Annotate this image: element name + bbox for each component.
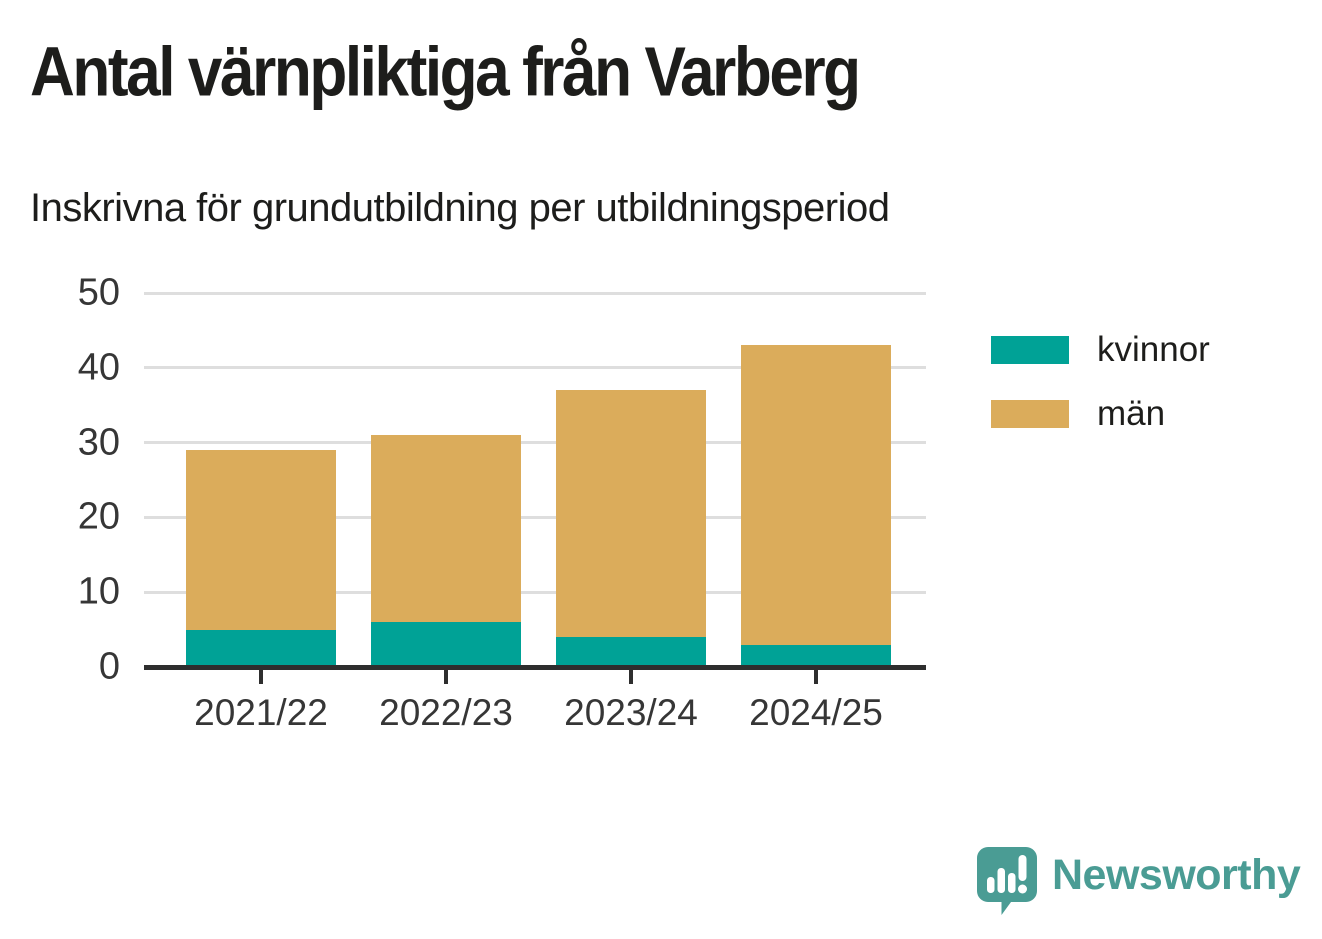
legend-label-kvinnor: kvinnor [1097, 330, 1210, 369]
x-tick-label: 2024/25 [749, 692, 883, 733]
legend-item-kvinnor: kvinnor [991, 330, 1210, 370]
grid-line [144, 515, 926, 519]
legend: kvinnor män [991, 330, 1210, 458]
y-tick-label: 50 [77, 271, 120, 314]
y-tick-label: 20 [77, 495, 120, 538]
y-tick-label: 0 [98, 645, 120, 688]
bar-segment-män [741, 345, 891, 645]
chart-subtitle: Inskrivna för grundutbildning per utbild… [30, 186, 890, 230]
legend-item-man: män [991, 394, 1210, 434]
y-tick-label: 30 [77, 421, 120, 464]
legend-label-man: män [1097, 394, 1166, 433]
bar-segment-kvinnor [741, 644, 891, 667]
x-tick-label: 2021/22 [194, 692, 328, 733]
x-tick-label: 2023/24 [564, 692, 698, 733]
bar-segment-kvinnor [371, 622, 521, 667]
x-tick [629, 670, 633, 684]
brand-footer: Newsworthy [976, 846, 1301, 916]
legend-swatch-kvinnor [991, 336, 1069, 364]
grid-line [144, 441, 926, 445]
grid-line [144, 590, 926, 594]
chart-title: Antal värnpliktiga från Varberg [30, 32, 861, 111]
grid-line [144, 366, 926, 370]
legend-swatch-man [991, 400, 1069, 428]
bar-segment-män [186, 450, 336, 630]
x-tick [259, 670, 263, 684]
y-tick-label: 40 [77, 346, 120, 389]
bar-segment-kvinnor [556, 637, 706, 667]
bar-segment-män [556, 390, 706, 638]
x-tick-label: 2022/23 [379, 692, 513, 733]
bar-segment-kvinnor [186, 629, 336, 667]
x-tick [814, 670, 818, 684]
bar-segment-män [371, 435, 521, 623]
x-tick [444, 670, 448, 684]
grid-line [144, 291, 926, 295]
y-tick-label: 10 [77, 570, 120, 613]
x-axis-line [144, 665, 926, 670]
brand-name: Newsworthy [1052, 850, 1301, 899]
newsworthy-logo-icon [977, 847, 1037, 915]
